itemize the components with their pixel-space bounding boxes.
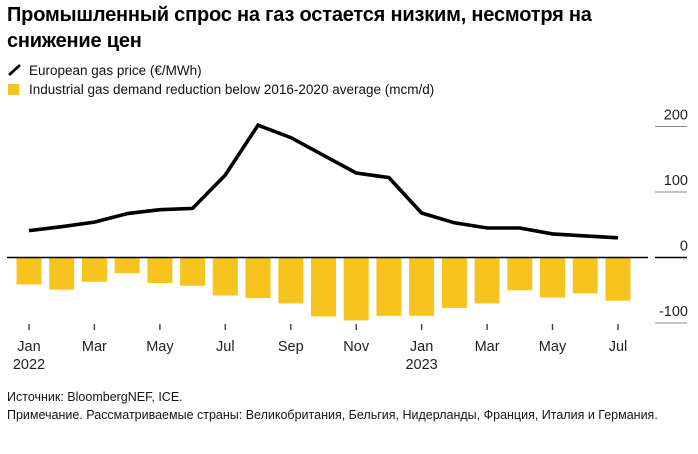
legend-item-demand: Industrial gas demand reduction below 20… [7,80,434,99]
demand-reduction-bar [49,257,75,290]
demand-reduction-bar [605,257,631,301]
y-tick-label: 200 [664,108,688,124]
demand-reduction-bar [278,257,304,304]
y-tick-label: -100 [659,304,688,320]
demand-reduction-bar [114,257,140,274]
yellow-swatch [8,84,19,95]
chart-legend: European gas price (€/MWh) Industrial ga… [7,61,434,99]
demand-reduction-bar [147,257,173,283]
demand-reduction-bar [507,257,533,291]
x-tick-label: Nov [343,339,370,355]
legend-label-price: European gas price (€/MWh) [29,63,202,78]
x-tick-label: Mar [82,339,107,355]
gas-price-line [28,123,619,240]
countries-note: Примечание. Рассматриваемые страны: Вели… [7,408,658,422]
demand-reduction-bar [311,257,336,317]
demand-reduction-bar [343,257,369,321]
x-tick-label: Mar [475,339,500,355]
demand-reduction-bar [409,257,435,316]
chart-title: Промышленный спрос на газ остается низки… [7,4,592,52]
demand-reduction-bar [245,257,271,299]
legend-item-price: European gas price (€/MWh) [7,61,434,80]
y-tick-label: 100 [664,173,688,189]
x-tick-label: Sep [278,339,304,355]
x-tick-label: Jul [609,339,628,355]
demand-reduction-bar [441,257,467,308]
demand-reduction-bar [572,257,598,294]
demand-reduction-bar [81,257,107,282]
legend-label-demand: Industrial gas demand reduction below 20… [29,82,435,97]
x-tick-label: May [539,339,567,355]
demand-reduction-bar [376,257,402,316]
y-tick-label: 0 [680,239,688,255]
bar-series-icon [7,82,24,97]
x-tick-label: Jan [17,339,40,355]
x-tick-label: Jul [216,339,235,355]
x-year-label: 2022 [13,357,45,373]
x-tick-label: May [146,339,174,355]
demand-reduction-bar [474,257,500,304]
line-series-icon [7,63,24,78]
demand-reduction-bar [212,257,238,296]
x-tick-label: Jan [410,339,433,355]
chart-footer: Источник: BloombergNEF, ICE. Примечание.… [7,388,697,424]
demand-reduction-bar [16,257,42,285]
x-year-label: 2023 [405,357,437,373]
demand-reduction-bar [540,257,565,298]
demand-reduction-bar [180,257,206,286]
source-note: Источник: BloombergNEF, ICE. [7,390,183,404]
